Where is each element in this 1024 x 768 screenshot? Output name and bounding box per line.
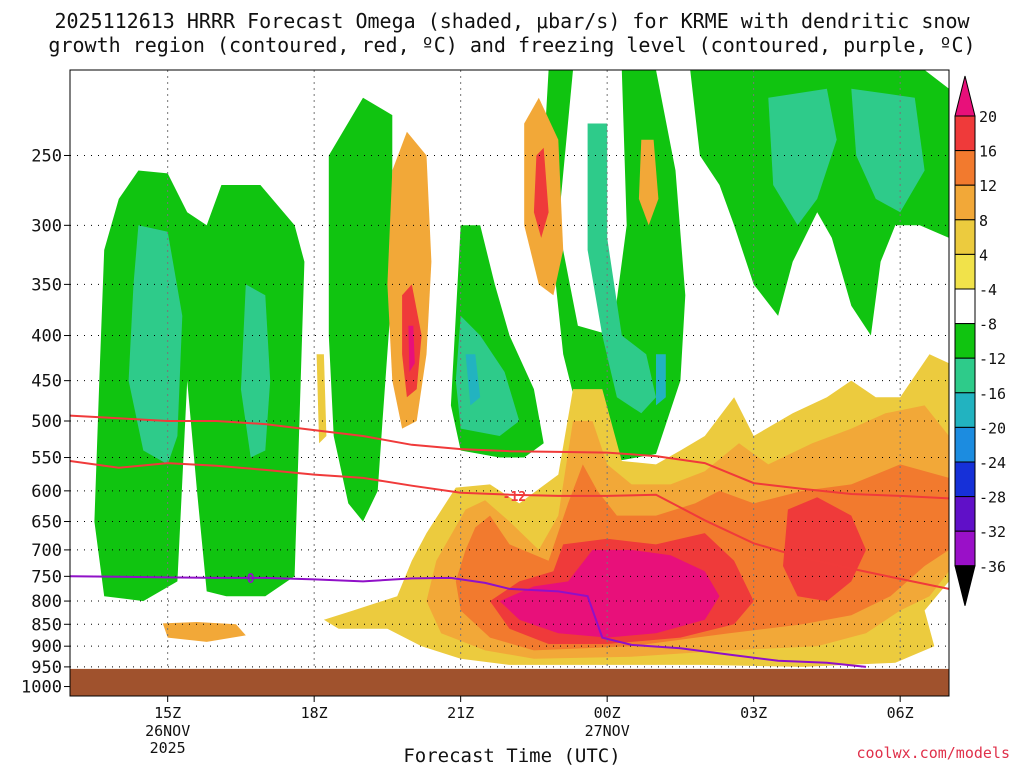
x-date-label: 27NOV [585, 722, 630, 740]
y-tick-label: 550 [31, 449, 62, 469]
colorbar-swatch [954, 150, 976, 186]
temperature-contours: -12 0 [70, 414, 949, 668]
x-date-label: 2025 [150, 739, 186, 757]
colorbar-label: -20 [979, 419, 1006, 437]
upward-motion-region-11 [768, 88, 837, 226]
colorbar-label: -8 [979, 316, 997, 334]
y-tick-label: 500 [31, 412, 62, 432]
y-tick-label: 250 [31, 146, 62, 166]
upward-motion-region-1 [128, 225, 183, 465]
credit-text: coolwx.com/models [856, 744, 1010, 762]
colorbar-swatch [954, 357, 976, 394]
upward-motion-region-6 [465, 354, 481, 406]
colorbar-label: -36 [979, 558, 1006, 576]
colorbar-swatch [954, 323, 976, 359]
gridlines [70, 70, 949, 696]
plot-frame [69, 69, 950, 697]
x-tick-label: 18Z [301, 704, 328, 722]
colorbar-swatch [954, 392, 976, 428]
x-tick-label: 21Z [447, 704, 474, 722]
freezing-contour-label: 0 [247, 572, 255, 587]
colorbar-bottom-arrow [954, 565, 976, 606]
dgz-contour-1 [70, 414, 949, 500]
colorbar-label: -32 [979, 523, 1006, 541]
y-tick-label: 800 [31, 592, 62, 612]
chart-title-line1: 2025112613 HRRR Forecast Omega (shaded, … [54, 9, 970, 33]
colorbar-label: 20 [979, 108, 997, 126]
colorbar-label: 12 [979, 177, 997, 195]
upward-motion-region-3 [328, 97, 393, 522]
downward-motion-region-11 [638, 139, 659, 226]
freezing-level-contour [70, 575, 867, 668]
y-tick-label: 1000 [21, 678, 62, 698]
y-tick-label: 750 [31, 567, 62, 587]
colorbar-swatch [954, 530, 976, 567]
x-date-label: 26NOV [145, 722, 190, 740]
x-tick-label: 06Z [887, 704, 914, 722]
downward-motion-region-10 [533, 147, 549, 238]
downward-motion-region-8 [408, 325, 415, 372]
y-tick-label: 300 [31, 216, 62, 236]
y-tick-label: 350 [31, 275, 62, 295]
colorbar-swatch [954, 461, 976, 498]
x-axis-title: Forecast Time (UTC) [403, 745, 621, 767]
colorbar: 20 16 12 8 4 -4 -8 -12 -16 -20 -24 -28 -32 -36 [954, 75, 1006, 606]
x-tick-label: 03Z [740, 704, 767, 722]
y-tick-label: 950 [31, 658, 62, 678]
omega-shading [94, 70, 949, 667]
y-tick-label: 850 [31, 615, 62, 635]
colorbar-label: -16 [979, 385, 1006, 403]
colorbar-label: 8 [979, 212, 988, 230]
dgz-contour-0 [70, 460, 949, 590]
colorbar-swatch [954, 496, 976, 532]
upward-motion-region-12 [851, 88, 925, 213]
colorbar-swatch [954, 184, 976, 221]
colorbar-swatch [954, 253, 976, 290]
y-tick-label: 700 [31, 541, 62, 561]
y-axis: 2503003504004505005506006507007508008509… [21, 146, 70, 698]
y-tick-label: 650 [31, 513, 62, 533]
chart-title-line2: growth region (contoured, red, ºC) and f… [48, 33, 976, 57]
colorbar-swatch [954, 426, 976, 463]
colorbar-label: 16 [979, 143, 997, 161]
ground [70, 668, 949, 696]
colorbar-label: -28 [979, 489, 1006, 507]
downward-motion-region-4 [783, 497, 866, 602]
downward-motion-region-13 [316, 354, 327, 444]
upward-motion-region-5 [455, 315, 520, 436]
upward-motion-region-2 [240, 284, 271, 458]
colorbar-label: -12 [979, 350, 1006, 368]
x-tick-label: 00Z [594, 704, 621, 722]
downward-motion-region-12 [162, 622, 246, 642]
upward-motion-region-9 [656, 354, 666, 406]
y-tick-label: 450 [31, 372, 62, 392]
colorbar-label: 4 [979, 246, 988, 264]
colorbar-label: -4 [979, 281, 997, 299]
y-tick-label: 600 [31, 482, 62, 502]
colorbar-top-arrow [954, 75, 976, 117]
x-tick-label: 15Z [154, 704, 181, 722]
y-tick-label: 400 [31, 327, 62, 347]
y-tick-label: 900 [31, 637, 62, 657]
downward-motion-region-5 [499, 549, 720, 638]
colorbar-swatch [954, 288, 976, 325]
colorbar-label: -24 [979, 454, 1006, 472]
colorbar-swatch [954, 219, 976, 255]
downward-motion-region-6 [387, 131, 432, 429]
upward-motion-region-8 [587, 123, 656, 414]
colorbar-swatch [954, 115, 976, 152]
dgz-contour-label: -12 [503, 490, 526, 505]
